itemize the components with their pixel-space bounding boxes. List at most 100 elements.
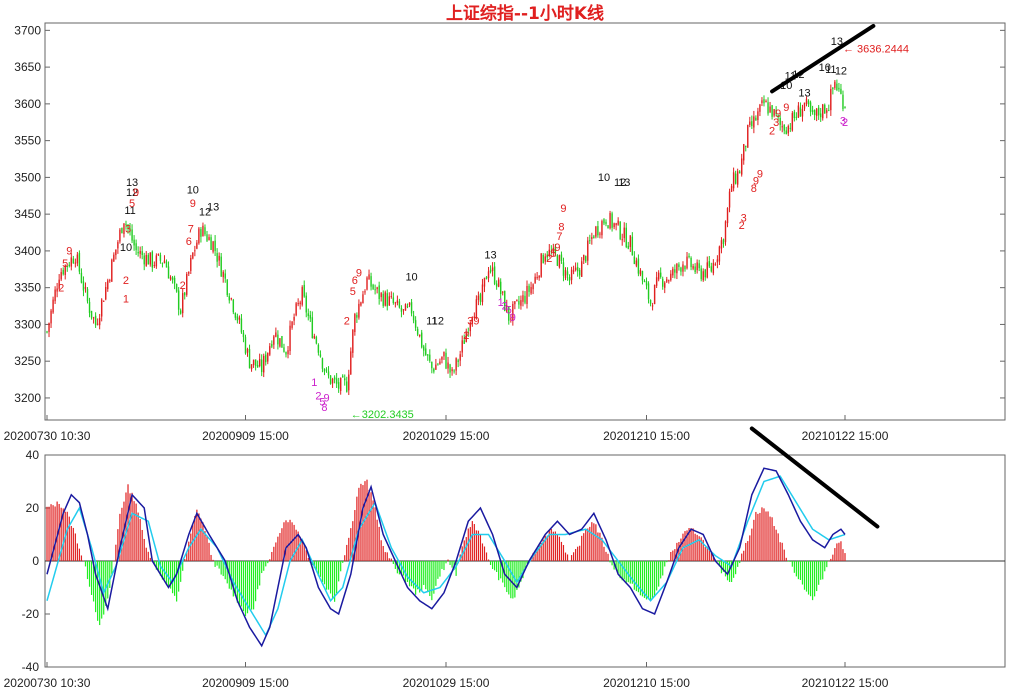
- candle-body: [408, 302, 411, 306]
- candle: [587, 236, 589, 266]
- candle: [497, 277, 500, 288]
- candle: [333, 375, 336, 384]
- candle: [619, 221, 621, 241]
- macd-histogram-bar: [220, 561, 222, 575]
- candle-body: [380, 293, 382, 298]
- candle: [479, 292, 482, 306]
- candle: [684, 265, 686, 272]
- candle-body: [212, 241, 214, 252]
- kline-y-tick-label: 3400: [14, 244, 41, 258]
- candle: [335, 373, 338, 388]
- candle-body: [125, 223, 127, 225]
- candle: [60, 268, 62, 282]
- candle: [103, 300, 105, 302]
- candle-body: [631, 236, 634, 256]
- candle: [303, 280, 305, 298]
- candle-body: [497, 279, 500, 287]
- macd-histogram-bar: [242, 561, 245, 612]
- candle: [151, 250, 154, 272]
- candle-body: [248, 349, 251, 369]
- candle: [734, 170, 737, 185]
- candle: [88, 297, 91, 318]
- candle: [633, 251, 636, 265]
- candle-body: [105, 287, 107, 300]
- candle: [518, 295, 520, 309]
- macd-histogram-bar: [109, 561, 111, 588]
- candle-body: [119, 229, 121, 242]
- candle-body: [502, 291, 504, 293]
- candle: [105, 282, 107, 301]
- candle-body: [785, 130, 787, 135]
- macd-histogram-bar: [135, 503, 137, 561]
- macd-histogram-bar: [544, 535, 546, 561]
- macd-histogram-bar: [340, 561, 342, 572]
- macd-histogram-bar: [111, 561, 113, 575]
- candle-body: [325, 369, 328, 371]
- candle-body: [218, 255, 220, 261]
- macd-histogram-bar: [538, 545, 540, 561]
- candle-body: [653, 284, 656, 305]
- macd-histogram-bar: [587, 528, 589, 561]
- macd-histogram-bar: [641, 561, 644, 597]
- candle-body: [481, 284, 484, 303]
- candle-body: [832, 87, 834, 90]
- candle: [489, 265, 492, 274]
- macd-histogram-bar: [133, 501, 135, 561]
- candle: [220, 253, 222, 277]
- macd-histogram-bar: [735, 561, 737, 575]
- macd-histogram-bar: [169, 561, 172, 589]
- candle-body: [173, 277, 176, 284]
- macd-histogram-bar: [449, 561, 451, 565]
- macd-histogram-bar: [579, 545, 581, 561]
- macd-histogram-bar: [354, 510, 356, 561]
- candle: [216, 248, 218, 268]
- candle: [279, 338, 281, 348]
- candle: [167, 261, 170, 279]
- candle-body: [242, 332, 245, 338]
- candle: [809, 100, 812, 117]
- macd-histogram-bar: [615, 561, 617, 570]
- candle-body: [445, 352, 447, 369]
- candle-body: [826, 110, 828, 113]
- candle-body: [151, 251, 154, 268]
- candle-body: [394, 302, 397, 304]
- candle-body: [694, 266, 696, 273]
- candle-body: [283, 347, 285, 352]
- candle-body: [376, 287, 378, 290]
- candle-body: [307, 313, 309, 316]
- macd-histogram-bar: [202, 522, 204, 561]
- candle: [655, 271, 658, 288]
- candle-body: [362, 294, 364, 304]
- candle-body: [200, 229, 202, 237]
- candle-body: [609, 213, 611, 229]
- candle: [398, 298, 401, 309]
- candle: [370, 272, 372, 291]
- sequence-count-label: 2: [463, 330, 469, 342]
- candle: [254, 359, 257, 371]
- candle-body: [564, 270, 567, 278]
- candle: [163, 255, 166, 264]
- macd-histogram-bar: [807, 561, 810, 595]
- candle: [277, 330, 279, 350]
- macd-histogram-bar: [236, 561, 238, 603]
- candle-body: [402, 309, 405, 311]
- candle: [471, 316, 474, 327]
- candle: [54, 286, 56, 304]
- candle-body: [538, 275, 540, 278]
- macd-histogram-bar: [540, 542, 542, 561]
- candle: [676, 262, 678, 280]
- macd-histogram-bar: [86, 561, 89, 580]
- macd-histogram-bar: [287, 522, 289, 561]
- candle: [143, 252, 145, 271]
- candle-body: [639, 270, 642, 275]
- candle: [791, 111, 794, 132]
- candle: [400, 305, 403, 318]
- macd-histogram-bar: [741, 553, 743, 561]
- macd-histogram-bar: [639, 561, 642, 596]
- candle: [838, 82, 840, 92]
- macd-histogram-bar: [793, 561, 795, 573]
- candle: [599, 231, 601, 239]
- macd-histogram-bar: [159, 561, 162, 576]
- candle: [811, 105, 814, 115]
- candle-body: [348, 374, 350, 391]
